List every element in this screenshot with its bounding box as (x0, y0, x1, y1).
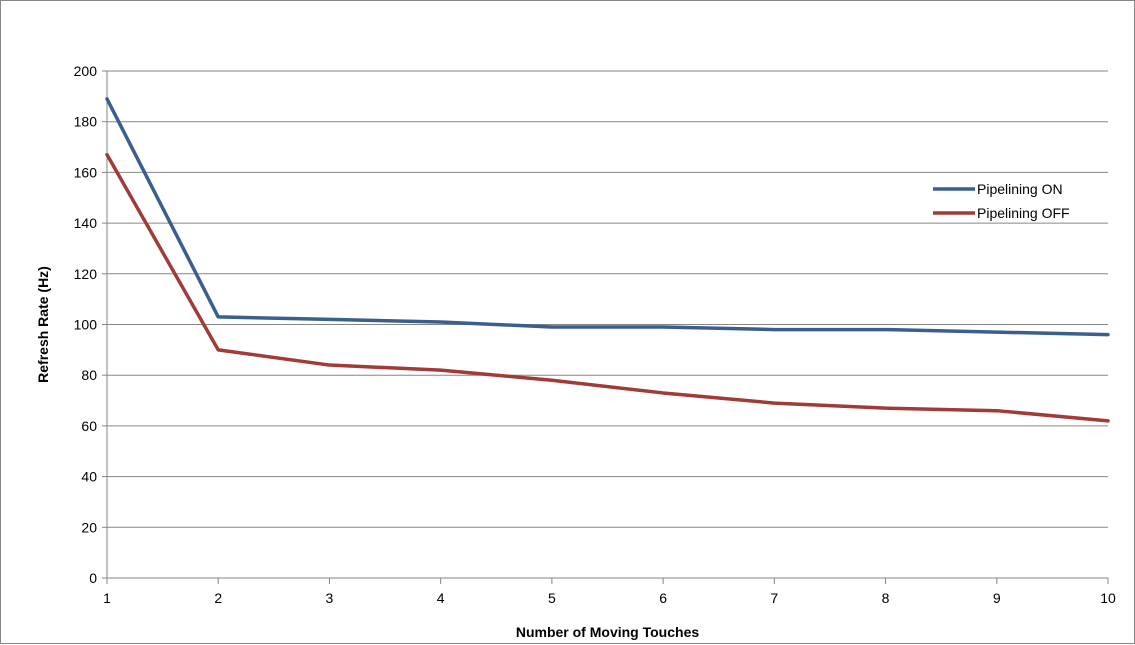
x-tick-label: 3 (326, 590, 334, 606)
x-axis-title: Number of Moving Touches (516, 624, 700, 640)
y-tick-label: 0 (89, 570, 97, 586)
x-tick-label: 7 (770, 590, 778, 606)
x-tick-label: 2 (214, 590, 222, 606)
y-tick-label: 80 (81, 367, 97, 383)
y-tick-label: 20 (81, 519, 97, 535)
axes: 0 20 40 60 80 100 120 140 160 180 200 1 2 3 4 5 6 7 8 9 10 (74, 63, 1116, 606)
x-tick-label: 6 (659, 590, 667, 606)
y-tick-label: 60 (81, 418, 97, 434)
x-tick-label: 9 (993, 590, 1001, 606)
y-tick-label: 120 (74, 266, 98, 282)
legend-label: Pipelining OFF (977, 205, 1070, 221)
x-tick-label: 1 (103, 590, 111, 606)
x-tick-label: 4 (437, 590, 445, 606)
y-tick-label: 180 (74, 114, 98, 130)
series-line (105, 97, 1110, 337)
legend: Pipelining ON Pipelining OFF (933, 181, 1070, 221)
y-tick-label: 100 (74, 317, 98, 333)
gridlines (107, 70, 1108, 528)
y-axis-title: Refresh Rate (Hz) (35, 266, 51, 383)
y-tick-label: 40 (81, 469, 97, 485)
y-tick-label: 140 (74, 215, 98, 231)
legend-label: Pipelining ON (977, 181, 1063, 197)
y-tick-label: 160 (74, 164, 98, 180)
x-tick-label: 8 (882, 590, 890, 606)
y-tick-label: 200 (74, 63, 98, 79)
x-tick-label: 10 (1100, 590, 1116, 606)
series-line (105, 152, 1110, 423)
x-tick-label: 5 (548, 590, 556, 606)
series-lines (105, 97, 1110, 423)
